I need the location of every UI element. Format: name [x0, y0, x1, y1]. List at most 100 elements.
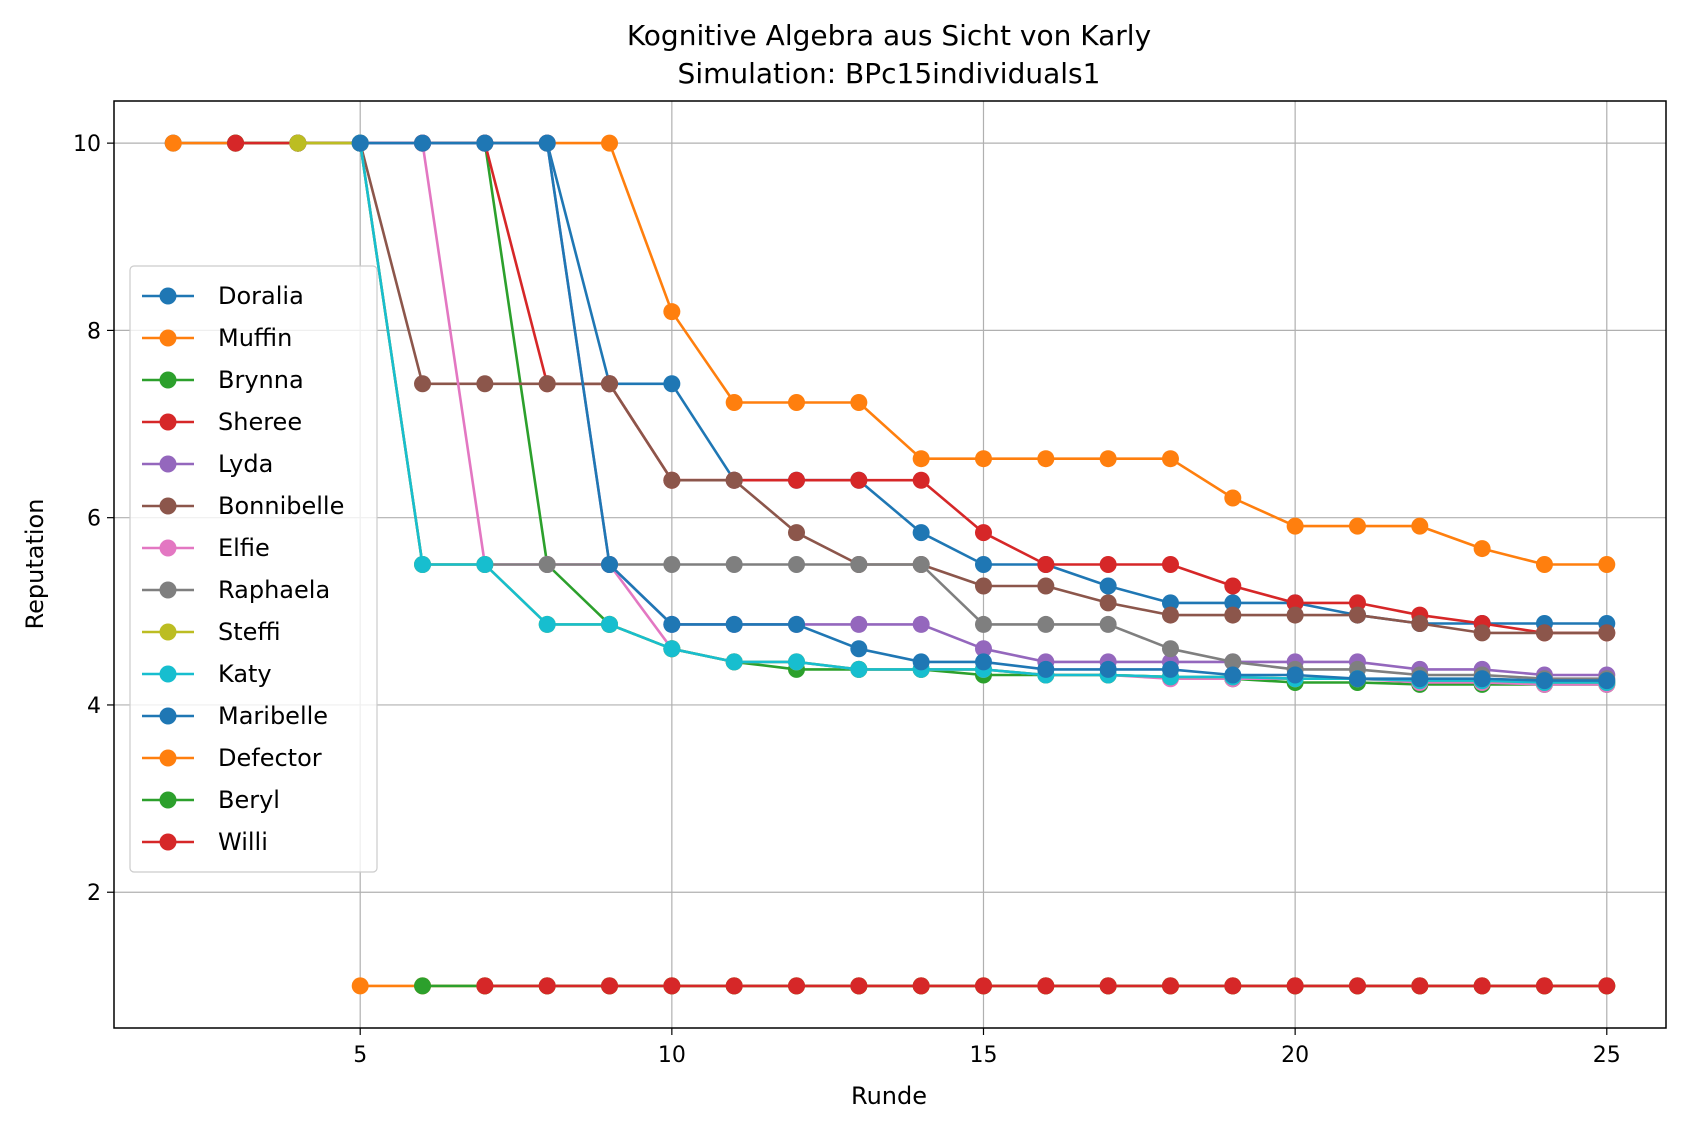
data-point-maribelle — [476, 134, 494, 152]
y-axis-label: Reputation — [21, 499, 49, 630]
legend-item-sheree: Sheree — [142, 408, 302, 436]
data-point-sheree — [788, 471, 806, 489]
x-tick-label: 5 — [353, 1043, 367, 1068]
legend-marker — [159, 581, 177, 599]
x-tick-label: 10 — [658, 1043, 686, 1068]
legend-label: Defector — [218, 744, 322, 772]
legend-label: Sheree — [218, 408, 302, 436]
legend-marker — [159, 371, 177, 389]
data-point-maribelle — [725, 615, 743, 633]
data-point-maribelle — [1224, 666, 1242, 684]
data-point-katy — [538, 615, 556, 633]
legend-marker — [159, 749, 177, 767]
legend-label: Doralia — [218, 282, 304, 310]
data-point-muffin — [912, 450, 930, 468]
series-group — [164, 134, 1616, 995]
data-point-bonnibelle — [1598, 624, 1616, 642]
data-point-muffin — [1598, 556, 1616, 573]
data-point-katy — [601, 615, 619, 633]
legend-marker — [159, 791, 177, 809]
legend-label: Brynna — [218, 366, 304, 394]
legend-item-raphaela: Raphaela — [142, 576, 330, 604]
data-point-sheree — [1161, 556, 1179, 573]
data-point-raphaela — [788, 556, 806, 573]
data-point-katy — [663, 640, 681, 658]
data-point-maribelle — [1037, 660, 1055, 678]
data-point-maribelle — [1598, 672, 1616, 690]
data-point-muffin — [1473, 540, 1491, 558]
data-point-sheree — [1224, 577, 1242, 595]
legend-item-defector: Defector — [142, 744, 322, 772]
y-tick-label: 4 — [87, 694, 101, 719]
data-point-maribelle — [974, 653, 992, 671]
legend-box — [129, 265, 378, 873]
data-point-katy — [850, 660, 868, 678]
legend-label: Lyda — [218, 450, 273, 478]
data-point-maribelle — [850, 640, 868, 658]
data-point-sheree — [227, 134, 245, 152]
ticks: 5 10 15 20 25 2 4 6 8 10 — [73, 132, 1621, 1068]
data-point-katy — [725, 653, 743, 671]
data-point-raphaela — [538, 556, 556, 573]
data-point-willi — [1473, 977, 1491, 995]
data-point-willi — [912, 977, 930, 995]
data-point-willi — [1161, 977, 1179, 995]
data-point-sheree — [1099, 556, 1117, 573]
chart-subtitle: Simulation: BPc15individuals1 — [678, 57, 1101, 90]
legend-item-beryl: Beryl — [142, 786, 280, 814]
data-point-willi — [601, 977, 619, 995]
legend-marker — [159, 329, 177, 347]
legend-item-doralia: Doralia — [142, 282, 304, 310]
legend-item-katy: Katy — [142, 660, 272, 688]
data-point-lyda — [974, 640, 992, 658]
data-point-raphaela — [1161, 640, 1179, 658]
data-point-willi — [788, 977, 806, 995]
data-point-muffin — [788, 394, 806, 412]
y-tick-label: 10 — [73, 132, 101, 157]
data-point-sheree — [1037, 556, 1055, 573]
data-point-willi — [1535, 977, 1553, 995]
y-tick-label: 2 — [87, 881, 101, 906]
data-point-bonnibelle — [725, 471, 743, 489]
data-point-maribelle — [1286, 666, 1304, 684]
data-point-willi — [1099, 977, 1117, 995]
data-point-maribelle — [1348, 670, 1366, 688]
data-point-doralia — [1099, 577, 1117, 595]
data-point-sheree — [1286, 594, 1304, 612]
data-point-muffin — [1224, 489, 1242, 507]
data-point-steffi — [289, 134, 307, 152]
data-point-katy — [476, 556, 494, 573]
data-point-sheree — [974, 524, 992, 542]
data-point-bonnibelle — [1161, 606, 1179, 624]
x-tick-label: 15 — [969, 1043, 997, 1068]
legend-marker — [159, 665, 177, 683]
chart-title: Kognitive Algebra aus Sicht von Karly — [627, 19, 1151, 52]
data-point-maribelle — [1411, 670, 1429, 688]
data-point-bonnibelle — [476, 375, 494, 393]
data-point-maribelle — [912, 653, 930, 671]
legend-item-brynna: Brynna — [142, 366, 304, 394]
data-point-doralia — [663, 375, 681, 393]
legend: Doralia Muffin Brynna Sheree Lyda Bonnibelle E… — [129, 265, 378, 873]
legend-marker — [159, 539, 177, 557]
data-point-willi — [1037, 977, 1055, 995]
data-point-sheree — [850, 471, 868, 489]
x-axis-label: Runde — [851, 1082, 927, 1110]
data-point-muffin — [1348, 517, 1366, 535]
data-point-willi — [476, 977, 494, 995]
legend-marker — [159, 455, 177, 473]
data-point-willi — [850, 977, 868, 995]
data-point-willi — [1286, 977, 1304, 995]
legend-item-bonnibelle: Bonnibelle — [142, 492, 344, 520]
data-point-defector — [351, 977, 369, 995]
legend-label: Beryl — [218, 786, 280, 814]
legend-label: Willi — [218, 828, 268, 856]
legend-label: Katy — [218, 660, 272, 688]
data-point-raphaela — [974, 615, 992, 633]
data-point-sheree — [912, 471, 930, 489]
legend-marker — [159, 707, 177, 725]
data-point-willi — [1348, 977, 1366, 995]
data-point-raphaela — [1099, 615, 1117, 633]
legend-item-steffi: Steffi — [142, 618, 281, 646]
